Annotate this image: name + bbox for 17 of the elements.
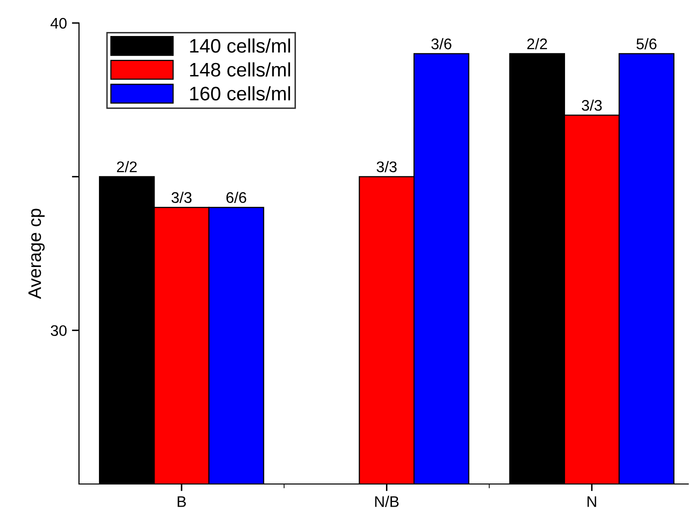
annotation: 2/2 bbox=[117, 161, 137, 172]
annotation: 3/3 bbox=[376, 161, 397, 172]
y-axis-title: Average cp bbox=[28, 208, 45, 299]
annotation: 3/3 bbox=[582, 100, 602, 111]
legend-label: 148 cells/ml bbox=[190, 62, 290, 77]
y-tick-label: 30 bbox=[50, 325, 67, 336]
x-tick-label: N/B bbox=[375, 496, 399, 508]
annotation: 3/6 bbox=[431, 38, 452, 50]
legend-label: 160 cells/ml bbox=[190, 86, 290, 100]
annotation: 3/3 bbox=[172, 192, 192, 203]
annotation: 6/6 bbox=[226, 192, 246, 203]
annotation: 2/2 bbox=[527, 38, 547, 50]
legend-label: 140 cells/ml bbox=[190, 38, 290, 53]
x-tick-label: N bbox=[588, 496, 596, 507]
y-tick-label: 40 bbox=[50, 18, 67, 29]
x-tick-label: B bbox=[178, 496, 186, 507]
annotation: 5/6 bbox=[636, 38, 656, 50]
